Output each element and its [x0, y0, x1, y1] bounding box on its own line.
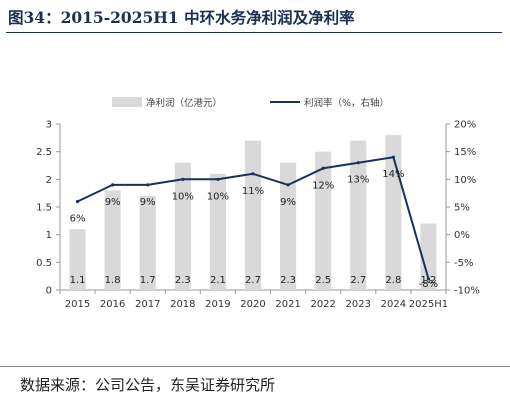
bar — [350, 140, 367, 290]
bar — [315, 151, 332, 290]
y-left-tick-label: 1 — [46, 230, 52, 241]
x-tick-label: 2016 — [100, 299, 125, 310]
bar — [139, 195, 156, 290]
line-point — [146, 183, 150, 187]
legend-bar-label: 净利润（亿港元） — [146, 97, 222, 109]
legend-line-label: 利润率（%，右轴） — [304, 97, 389, 109]
bar-value-label: 2.7 — [245, 275, 261, 286]
bar — [420, 223, 437, 290]
line-point — [251, 172, 255, 176]
x-tick-label: 2025H1 — [409, 299, 448, 310]
chart-title: 图34：2015-2025H1 中环水务净利润及净利率 — [8, 8, 355, 27]
line-point — [391, 155, 395, 159]
line-value-label: 13% — [347, 175, 369, 186]
y-left-tick-label: 3 — [46, 120, 52, 131]
line-value-label: 11% — [242, 186, 264, 197]
bar — [69, 229, 86, 290]
line-point — [216, 177, 220, 181]
line-point — [75, 199, 80, 204]
line-point — [426, 277, 431, 281]
line-value-label: 6% — [70, 213, 86, 224]
bar-value-label: 2.3 — [175, 275, 191, 286]
y-left-tick-label: 2 — [46, 175, 52, 186]
x-tick-label: 2019 — [205, 299, 230, 310]
line-point — [286, 183, 290, 187]
bar-value-label: 2.1 — [210, 275, 226, 286]
y-right-tick-label: 0% — [454, 230, 470, 241]
y-left-tick-label: 0 — [46, 286, 52, 297]
bar — [280, 162, 297, 290]
y-right-tick-label: 5% — [454, 203, 470, 214]
y-right-tick-label: 15% — [454, 147, 476, 158]
data-source: 数据来源：公司公告，东吴证券研究所 — [20, 376, 276, 394]
x-tick-label: 2024 — [381, 299, 406, 310]
line-point — [181, 177, 185, 181]
line-value-label: 12% — [312, 180, 334, 191]
bar-value-label: 2.7 — [350, 275, 366, 286]
footer-divider — [0, 366, 510, 367]
bar — [104, 190, 121, 290]
line-value-label: 14% — [382, 169, 404, 180]
x-tick-label: 2017 — [135, 299, 160, 310]
x-tick-label: 2018 — [170, 299, 195, 310]
line-point — [111, 183, 115, 187]
y-right-tick-label: 20% — [454, 120, 476, 131]
bar-value-label: 1.8 — [105, 275, 121, 286]
line-point — [356, 161, 360, 165]
y-right-tick-label: 10% — [454, 175, 476, 186]
title-row: 图34：2015-2025H1 中环水务净利润及净利率 — [8, 6, 502, 32]
x-tick-label: 2022 — [310, 299, 335, 310]
bar — [174, 162, 191, 290]
bar-value-label: 1.7 — [140, 275, 156, 286]
title-divider — [6, 32, 502, 33]
x-tick-label: 2023 — [346, 299, 371, 310]
line-value-label: 9% — [280, 197, 296, 208]
line-value-label: 10% — [207, 191, 229, 202]
y-left-tick-label: 2.5 — [36, 147, 52, 158]
legend-bar-swatch — [112, 97, 142, 107]
bar-value-label: 2.3 — [280, 275, 296, 286]
x-tick-label: 2021 — [275, 299, 300, 310]
bar-value-label: 2.8 — [385, 275, 401, 286]
y-left-tick-label: 0.5 — [36, 258, 52, 269]
bar — [209, 173, 226, 290]
bar-value-label: 2.5 — [315, 275, 331, 286]
x-tick-label: 2015 — [65, 299, 90, 310]
bar-value-label: 1.1 — [70, 275, 86, 286]
bar — [244, 140, 262, 290]
y-left-tick-label: 1.5 — [36, 203, 52, 214]
x-tick-label: 2020 — [240, 299, 265, 310]
line-value-label: 9% — [105, 197, 121, 208]
line-value-label: 9% — [140, 197, 156, 208]
y-right-tick-label: -5% — [454, 258, 473, 269]
chart: 净利润（亿港元） 利润率（%，右轴） 0 0.5 1 1.5 2 2.5 3 -10% -5% 0% 5… — [36, 97, 480, 310]
line-value-label: -8% — [419, 279, 438, 290]
line-point — [321, 166, 325, 170]
y-right-tick-label: -10% — [454, 286, 480, 297]
line-value-label: 10% — [172, 191, 194, 202]
